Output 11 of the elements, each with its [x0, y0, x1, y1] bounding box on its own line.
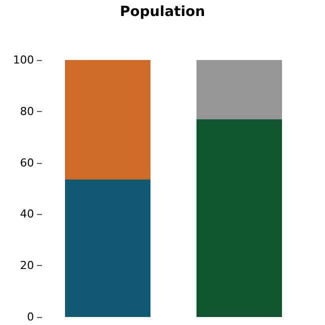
chart-title: Population: [120, 4, 206, 20]
y-tick-label: 100: [13, 54, 34, 66]
bar: [196, 119, 282, 317]
y-tick-label: 0: [27, 310, 34, 324]
y-tick-label: 40: [20, 208, 34, 221]
bar: [196, 60, 282, 120]
y-tick-label: 20: [20, 259, 34, 272]
y-tick-label: 60: [20, 156, 34, 170]
bar: [65, 180, 150, 317]
y-tick-label: 80: [20, 104, 34, 118]
bar: [65, 60, 150, 180]
